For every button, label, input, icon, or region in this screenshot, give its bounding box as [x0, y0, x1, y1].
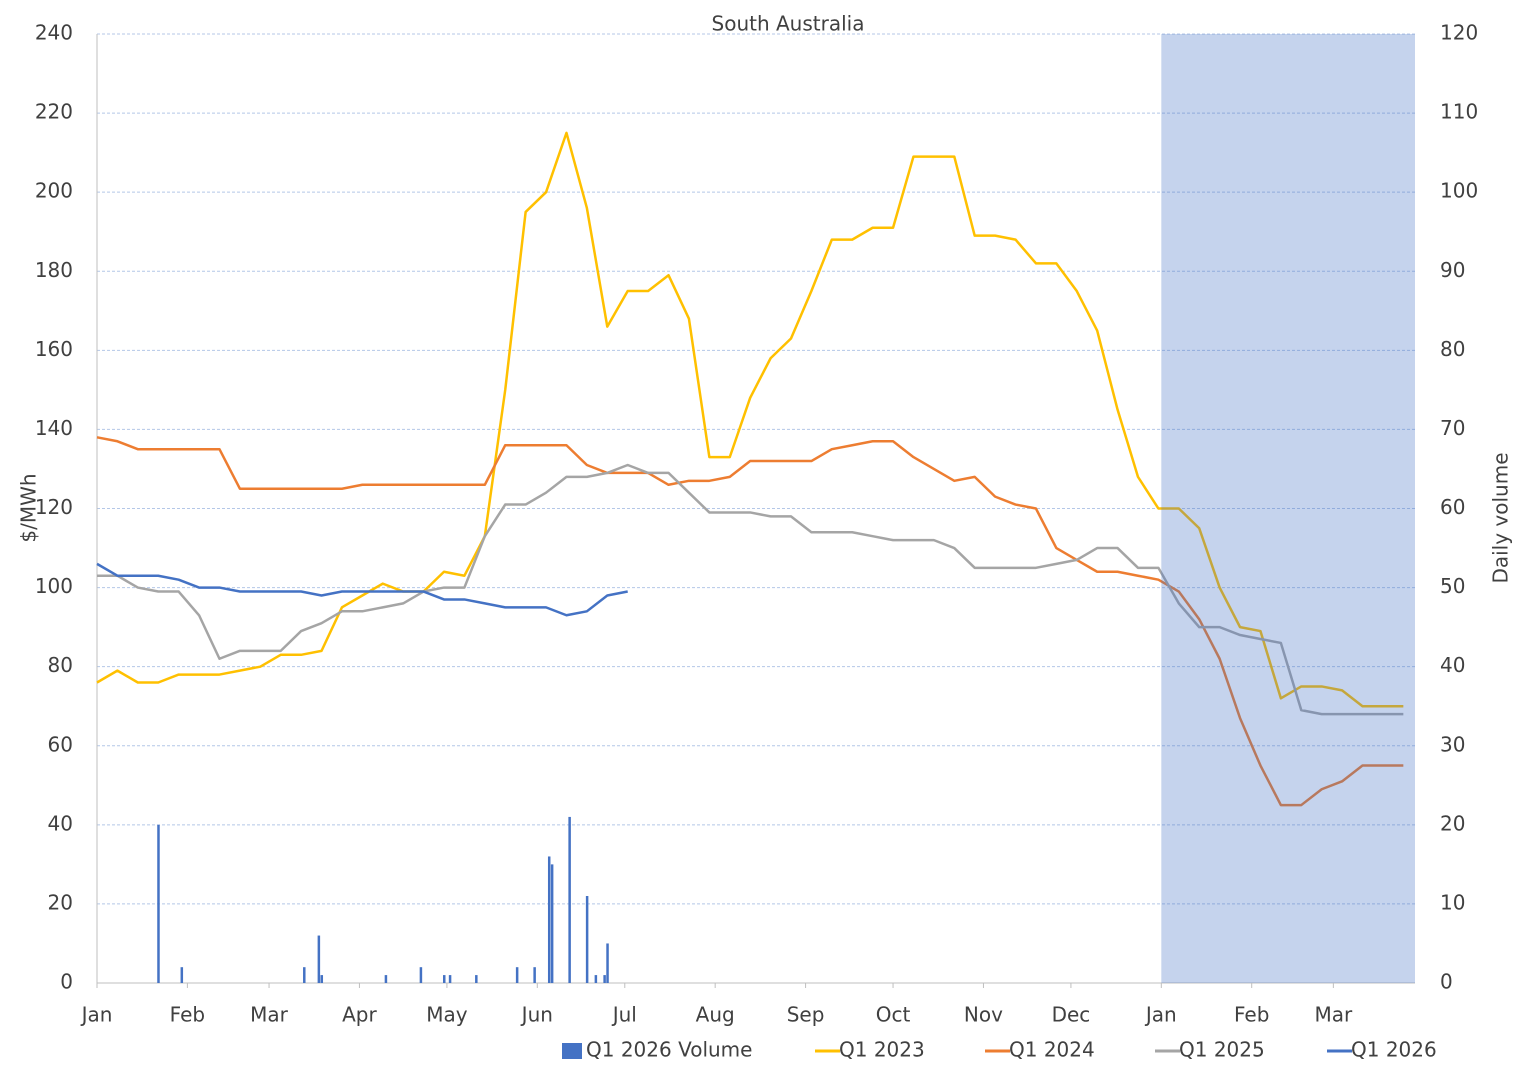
series-line	[96, 562, 628, 617]
chart-title: South Australia	[712, 12, 865, 36]
y2-tick-label: 90	[1440, 258, 1465, 282]
y2-tick-label: 30	[1440, 732, 1465, 756]
volume-bar	[594, 975, 598, 983]
y-tick-label: 100	[35, 574, 73, 598]
y-tick-label: 240	[35, 21, 73, 45]
volume-bar	[533, 967, 536, 983]
y2-tick-label: 40	[1440, 653, 1465, 677]
x-tick-label: Apr	[342, 1003, 377, 1027]
volume-bar	[568, 816, 571, 983]
series-line	[96, 131, 1404, 708]
y-tick-label: 220	[35, 100, 73, 124]
y2-tick-label: 50	[1440, 574, 1465, 598]
legend-swatch	[562, 1043, 582, 1059]
x-tick-label: Feb	[1234, 1003, 1269, 1027]
series-line	[96, 436, 1404, 807]
x-tick-label: Sep	[787, 1003, 825, 1027]
x-tick-label: Oct	[876, 1003, 911, 1027]
volume-bar	[448, 975, 452, 983]
x-tick-label: Jan	[80, 1003, 113, 1027]
y-tick-label: 120	[35, 495, 73, 519]
y-axis-label: $/MWh	[17, 473, 41, 542]
y-tick-label: 20	[48, 890, 73, 914]
y2-tick-label: 120	[1440, 21, 1478, 45]
y-tick-label: 140	[35, 416, 73, 440]
volume-bar	[442, 975, 446, 983]
y2-tick-label: 70	[1440, 416, 1465, 440]
volume-bar	[303, 967, 306, 983]
volume-bar	[515, 967, 519, 983]
x-tick-label: Feb	[170, 1003, 205, 1027]
x-tick-label: Mar	[250, 1003, 289, 1027]
x-tick-label: Jun	[520, 1003, 553, 1027]
legend-label: Q1 2023	[839, 1038, 925, 1062]
x-tick-label: Nov	[964, 1003, 1003, 1027]
highlight-region	[1161, 34, 1415, 983]
y-tick-label: 160	[35, 337, 73, 361]
volume-bar	[419, 967, 423, 983]
y2-tick-label: 10	[1440, 890, 1465, 914]
x-tick-label: Jan	[1144, 1003, 1177, 1027]
y-tick-label: 0	[60, 970, 73, 994]
y-tick-label: 180	[35, 258, 73, 282]
volume-bar	[317, 935, 321, 983]
volume-bar	[384, 975, 388, 983]
y-tick-label: 80	[48, 653, 73, 677]
legend-label: Q1 2025	[1179, 1038, 1265, 1062]
volume-bar	[585, 896, 589, 983]
volume-bar	[320, 975, 324, 983]
x-tick-label: Dec	[1052, 1003, 1091, 1027]
x-tick-label: May	[426, 1003, 468, 1027]
legend-label: Q1 2026 Volume	[586, 1038, 752, 1062]
legend-label: Q1 2024	[1009, 1038, 1095, 1062]
volume-bar	[180, 967, 184, 983]
volume-bar	[157, 824, 160, 983]
volume-bar	[547, 856, 551, 983]
volume-bar	[603, 975, 606, 983]
y2-tick-label: 80	[1440, 337, 1465, 361]
y2-tick-label: 0	[1440, 970, 1453, 994]
y-tick-label: 40	[48, 811, 73, 835]
y2-tick-label: 110	[1440, 100, 1478, 124]
x-tick-label: Jul	[611, 1003, 637, 1027]
volume-bar	[475, 975, 478, 983]
volume-bar	[606, 943, 609, 983]
y-tick-label: 200	[35, 179, 73, 203]
y-tick-label: 60	[48, 732, 73, 756]
volume-bar	[550, 864, 554, 983]
x-tick-label: Aug	[696, 1003, 735, 1027]
series-line	[97, 463, 1404, 716]
y2-axis-label: Daily volume	[1489, 452, 1513, 583]
x-tick-label: Mar	[1314, 1003, 1353, 1027]
y2-tick-label: 20	[1440, 811, 1465, 835]
y2-tick-label: 60	[1440, 495, 1465, 519]
legend-label: Q1 2026	[1351, 1038, 1437, 1062]
y2-tick-label: 100	[1440, 179, 1478, 203]
